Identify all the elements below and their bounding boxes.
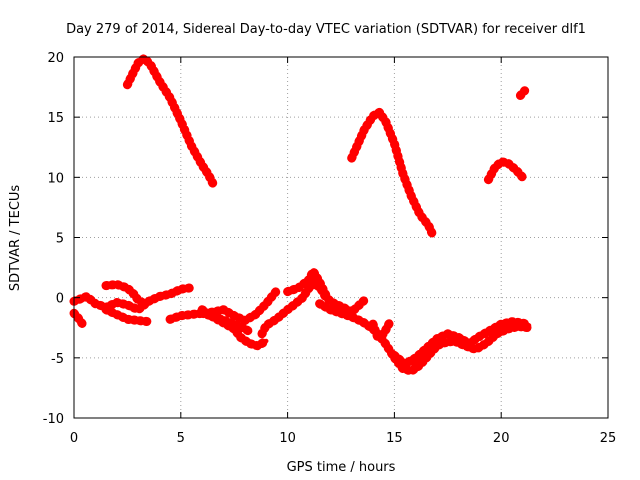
y-axis-label: SDTVAR / TECUs: [8, 185, 23, 292]
grid: [74, 57, 608, 418]
series-low-trace-9-markers: [283, 266, 331, 300]
series-arc-4-markers: [515, 86, 530, 100]
series-low-trace-4-markers: [101, 279, 149, 309]
x-tick-label: 10: [279, 431, 296, 446]
series-low-trace-13-markers: [411, 322, 534, 369]
axis-ticks: 0 5 10 15 20 25 -10 -5 0 5 10 15 20: [43, 51, 617, 446]
series-low-trace-2-markers: [69, 308, 87, 329]
y-tick-label: -10: [43, 412, 64, 427]
x-axis-label: GPS time / hours: [287, 460, 396, 475]
y-tick-label: -5: [51, 352, 64, 367]
y-tick-label: 0: [56, 292, 64, 307]
x-tick-label: 20: [493, 431, 510, 446]
x-tick-label: 25: [600, 431, 617, 446]
y-tick-label: 10: [47, 171, 64, 186]
series-low-trace-1-markers: [69, 283, 194, 315]
series-low-trace-5-markers: [165, 285, 282, 325]
x-tick-label: 5: [177, 431, 185, 446]
series-arc-2-markers: [347, 107, 438, 240]
series-low-trace-7-markers: [197, 308, 254, 336]
series-arc-3-markers: [483, 157, 528, 185]
x-tick-label: 15: [386, 431, 403, 446]
chart-title: Day 279 of 2014, Sidereal Day-to-day VTE…: [66, 22, 586, 37]
y-tick-label: 5: [56, 232, 64, 247]
y-tick-label: 20: [47, 51, 64, 66]
data-layer: [69, 53, 534, 376]
series-low-trace-8-markers: [257, 278, 369, 339]
x-tick-label: 0: [70, 431, 78, 446]
y-tick-label: 15: [47, 111, 64, 126]
series-low-trace-3-markers: [101, 305, 154, 327]
series-low-trace-11-markers: [368, 317, 395, 341]
series-arc-1-markers: [122, 53, 218, 188]
